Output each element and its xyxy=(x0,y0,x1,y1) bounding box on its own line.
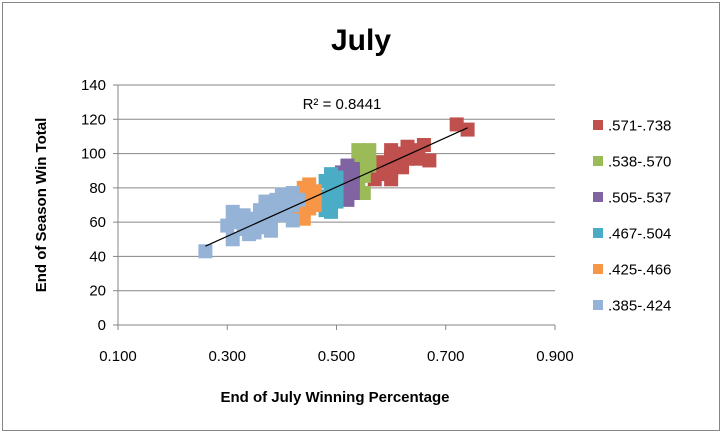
data-point xyxy=(274,187,289,202)
data-point xyxy=(285,213,300,228)
y-tick-label: 120 xyxy=(81,111,106,128)
legend-swatch xyxy=(593,300,603,310)
data-point xyxy=(236,208,251,223)
gridlines xyxy=(118,84,555,292)
data-point xyxy=(242,227,257,242)
data-point xyxy=(253,220,268,235)
trendline-group xyxy=(205,127,468,247)
y-tick-label: 20 xyxy=(89,283,106,300)
data-point xyxy=(220,218,235,233)
y-tick-label: 100 xyxy=(81,146,106,163)
data-point xyxy=(340,192,355,207)
data-point xyxy=(356,186,371,200)
legend-swatch xyxy=(593,228,603,238)
data-point xyxy=(291,192,306,207)
legend-swatch xyxy=(593,264,603,274)
data-points xyxy=(198,117,475,259)
data-point xyxy=(384,172,399,187)
trendline xyxy=(205,127,468,247)
x-tick-label: 0.700 xyxy=(427,348,465,365)
data-point xyxy=(253,203,268,218)
y-tick-label: 60 xyxy=(89,214,106,231)
x-tick-label: 0.900 xyxy=(536,348,574,365)
data-point xyxy=(449,117,464,132)
data-point xyxy=(198,244,213,259)
x-tick-label: 0.100 xyxy=(99,348,137,365)
legend-label: .467-.504 xyxy=(608,226,671,243)
x-axis-title: End of July Winning Percentage xyxy=(220,389,449,406)
y-tick-label: 80 xyxy=(89,180,106,197)
legend: .571-.738 .538-.570 .505-.537 .467-.504 .425… xyxy=(593,118,671,315)
data-point xyxy=(395,160,410,175)
legend-label: .505-.537 xyxy=(608,190,671,207)
tick-labels: 0 20 40 60 80 100 120 140 0.100 0.300 0.500 0.700 0.… xyxy=(81,77,574,365)
y-tick-label: 0 xyxy=(98,317,106,334)
legend-label: .385-.424 xyxy=(608,298,671,315)
legend-swatch xyxy=(593,192,603,202)
data-point xyxy=(411,151,426,166)
data-point xyxy=(384,143,399,158)
y-axis-title: End of Season Win Total xyxy=(33,118,50,293)
y-tick-label: 40 xyxy=(89,248,106,265)
data-point xyxy=(318,174,333,188)
x-tick-label: 0.300 xyxy=(208,348,246,365)
legend-label: .425-.466 xyxy=(608,262,671,279)
trendline-r2-label: R² = 0.8441 xyxy=(303,96,382,113)
x-tick-label: 0.500 xyxy=(318,348,356,365)
data-point xyxy=(356,160,371,175)
chart-title: July xyxy=(331,24,391,57)
data-point xyxy=(460,122,475,137)
legend-swatch xyxy=(593,156,603,166)
data-point xyxy=(367,172,382,187)
legend-label: .571-.738 xyxy=(608,118,671,135)
legend-swatch xyxy=(593,120,603,130)
y-tick-label: 140 xyxy=(81,77,106,94)
data-point xyxy=(324,204,339,219)
data-point xyxy=(329,175,344,190)
data-point xyxy=(302,182,317,197)
chart-frame xyxy=(2,2,720,431)
data-point xyxy=(307,198,322,212)
data-point xyxy=(422,153,437,168)
data-point xyxy=(400,139,415,154)
data-point xyxy=(263,223,278,238)
axes xyxy=(113,84,556,330)
legend-label: .538-.570 xyxy=(608,154,671,171)
